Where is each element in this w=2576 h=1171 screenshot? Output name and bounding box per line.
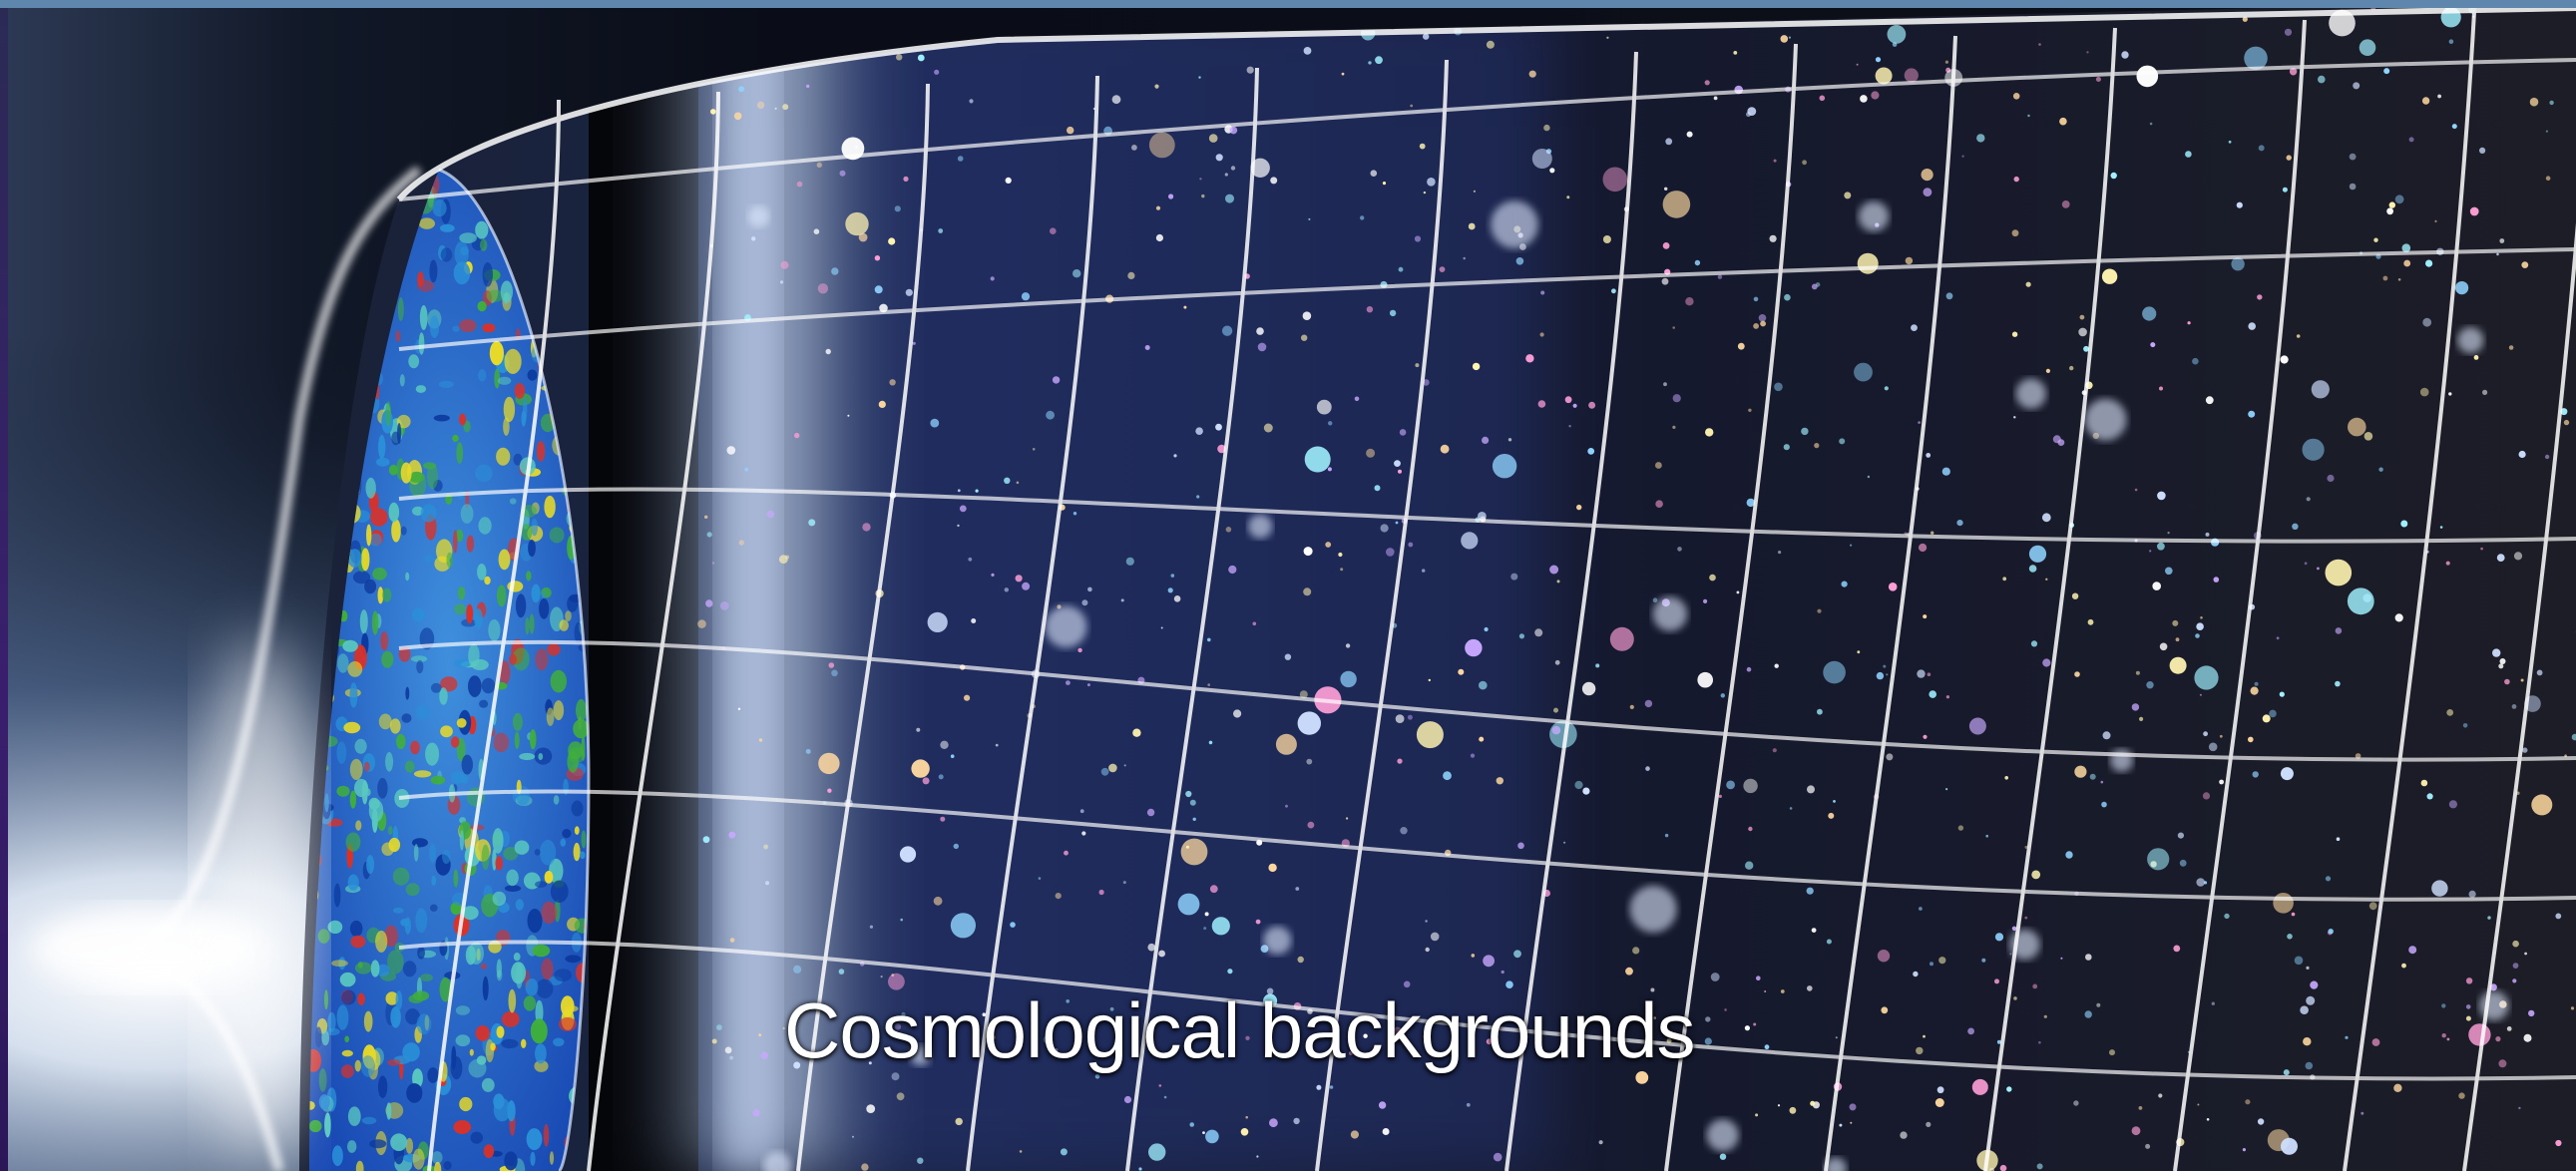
grid-meridian (427, 99, 561, 1171)
grid-meridian (2173, 19, 2307, 1171)
grid-meridian (796, 83, 930, 1171)
grid-parallel (398, 487, 2576, 544)
galaxy-field (697, 0, 2576, 1171)
grid-meridian (1983, 27, 2117, 1171)
grid-meridian (1664, 43, 1798, 1171)
grid-meridian (587, 91, 720, 1171)
grid-meridian (966, 75, 1099, 1171)
grid-meridian (1504, 51, 1638, 1171)
grid-parallel (398, 789, 2576, 902)
grid-parallel (398, 58, 2576, 201)
grid-lines (396, 5, 2576, 1171)
grid-parallel (398, 247, 2576, 351)
grid-meridian (2343, 11, 2476, 1171)
tube-outline (396, 5, 2576, 201)
grid-meridian (2462, 222, 2576, 1171)
grid-parallel (398, 639, 2576, 762)
grid-meridian (1824, 35, 1957, 1171)
grid-parallel (398, 940, 2576, 1081)
slide-left-edge (0, 8, 8, 1171)
grid-meridian (1315, 59, 1449, 1171)
slide-top-bar (0, 0, 2576, 8)
slide-caption: Cosmological backgrounds (784, 986, 1695, 1074)
grid-meridian (1125, 67, 1259, 1171)
